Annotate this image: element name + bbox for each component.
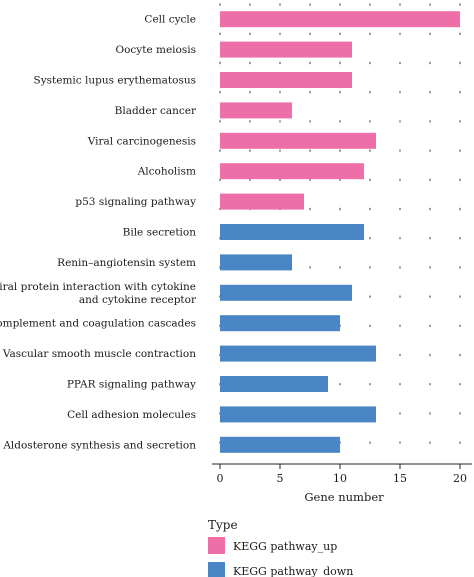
x-axis-title: Gene number: [304, 490, 384, 504]
category-label: Bladder cancer: [115, 105, 197, 117]
bar: [220, 376, 328, 392]
category-label: Alcoholism: [137, 166, 196, 178]
bar: [220, 224, 364, 240]
legend-label: KEGG pathway_down: [233, 565, 353, 577]
x-tick-label: 5: [277, 472, 284, 485]
legend: Type KEGG pathway_up KEGG pathway_down: [208, 518, 353, 577]
bar: [220, 193, 304, 210]
legend-label: KEGG pathway_up: [233, 540, 337, 553]
bar: [220, 102, 292, 119]
category-label: Cell cycle: [144, 14, 196, 26]
bar: [220, 132, 376, 149]
category-label: Aldosterone synthesis and secretion: [2, 439, 196, 451]
category-label: Renin–angiotensin system: [57, 257, 196, 269]
x-axis: 0 5 10 15 20: [212, 463, 472, 485]
bars-group: [220, 11, 460, 453]
category-label: Oocyte meiosis: [116, 44, 197, 56]
bar: [220, 163, 364, 180]
legend-title: Type: [208, 518, 238, 532]
category-label: PPAR signaling pathway: [67, 379, 196, 391]
bar: [220, 436, 340, 453]
category-label: Viral carcinogenesis: [87, 135, 196, 147]
bar: [220, 254, 292, 271]
bar: [220, 315, 340, 332]
category-labels: Cell cycle Oocyte meiosis Systemic lupus e…: [0, 14, 197, 452]
category-label: Viral protein interaction with cytokine a…: [0, 281, 197, 306]
category-label: p53 signaling pathway: [75, 196, 196, 208]
category-label: Vascular smooth muscle contraction: [2, 348, 196, 360]
x-tick-label: 20: [453, 472, 467, 485]
category-label: Systemic lupus erythematosus: [34, 75, 196, 87]
bar: [220, 345, 376, 362]
legend-swatch: [208, 562, 225, 577]
category-label: Bile secretion: [123, 227, 197, 239]
category-label: Complement and coagulation cascades: [0, 318, 196, 330]
category-label: Cell adhesion molecules: [67, 409, 196, 421]
x-tick-label: 15: [393, 472, 407, 485]
bar: [220, 284, 352, 301]
bar: [220, 406, 376, 423]
x-tick-label: 10: [333, 472, 347, 485]
legend-swatch: [208, 537, 225, 554]
x-tick-label: 0: [217, 472, 224, 485]
bar: [220, 41, 352, 58]
bar: [220, 11, 460, 28]
bar: [220, 72, 352, 88]
